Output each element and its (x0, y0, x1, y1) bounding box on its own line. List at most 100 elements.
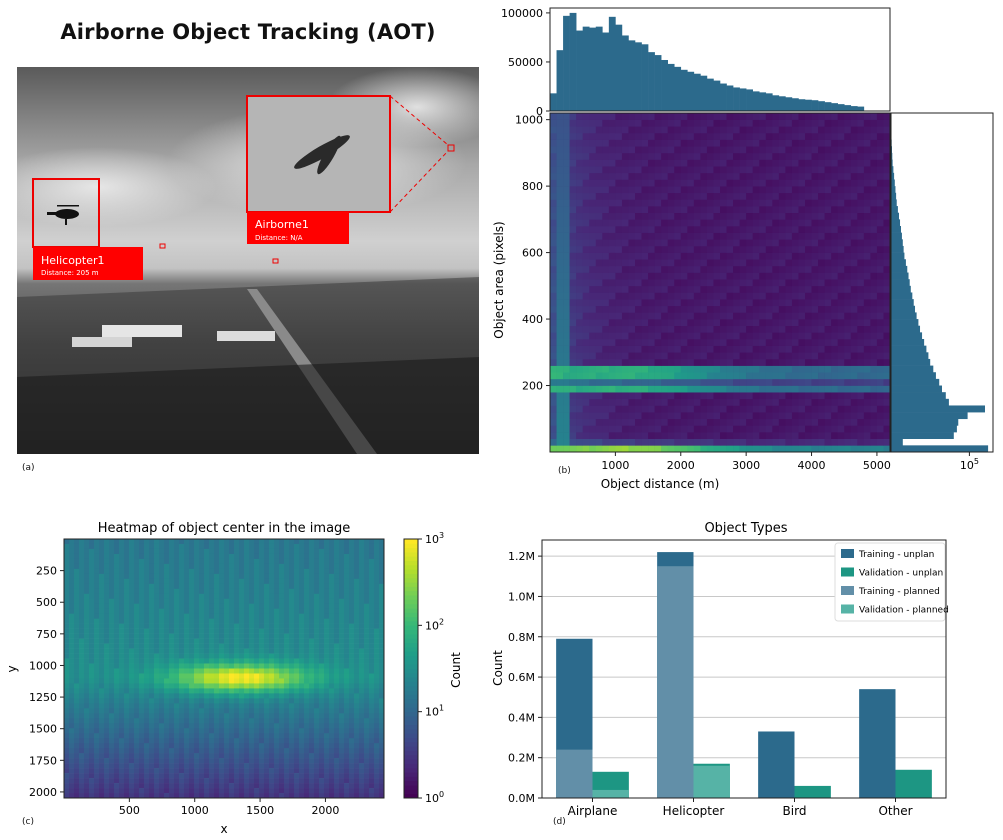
right-histogram-bar (891, 152, 893, 160)
heatmap-cell (746, 285, 753, 293)
heatmap-cell (259, 553, 265, 560)
heatmap-cell (602, 372, 610, 380)
heatmap-cell (798, 385, 806, 393)
heatmap-cell (837, 398, 845, 406)
heatmap-cell (687, 159, 695, 167)
heatmap-cell (576, 265, 583, 273)
heatmap-cell (269, 683, 275, 689)
heatmap-cell (648, 146, 655, 154)
heatmap-cell (674, 352, 682, 360)
heatmap-cell (89, 663, 95, 669)
heatmap-cell (199, 698, 205, 704)
heatmap-cell (169, 698, 175, 704)
heatmap-cell (667, 425, 675, 433)
heatmap-cell (648, 245, 655, 253)
heatmap-cell (759, 172, 767, 180)
heatmap-cell (654, 126, 662, 134)
heatmap-cell (104, 598, 110, 605)
heatmap-cell (648, 372, 655, 380)
heatmap-cell (778, 119, 786, 127)
heatmap-cell (589, 186, 597, 194)
heatmap-cell (319, 583, 325, 590)
heatmap-cell (720, 113, 727, 120)
heatmap-cell (608, 392, 616, 400)
heatmap-cell (791, 339, 799, 346)
heatmap-cell (720, 179, 727, 187)
heatmap-cell (759, 179, 767, 187)
heatmap-cell (279, 573, 285, 580)
heatmap-cell (563, 279, 570, 287)
heatmap-cell (576, 358, 583, 366)
heatmap-cell (189, 568, 195, 575)
heatmap-cell (189, 539, 195, 545)
heatmap-cell (733, 292, 740, 300)
heatmap-cell (259, 578, 265, 585)
heatmap-cell (628, 445, 636, 453)
heatmap-cell (184, 653, 190, 659)
heatmap-cell (876, 113, 884, 120)
heatmap-cell (344, 539, 350, 545)
heatmap-cell (693, 265, 701, 273)
heatmap-cell (870, 272, 878, 280)
heatmap-cell (324, 588, 330, 595)
heatmap-cell (104, 698, 110, 704)
heatmap-cell (785, 405, 793, 413)
heatmap-cell (569, 172, 577, 180)
heatmap-cell (582, 132, 590, 140)
heatmap-cell (569, 325, 577, 333)
heatmap-cell (726, 232, 734, 240)
heatmap-cell (654, 179, 662, 187)
heatmap-cell (876, 398, 884, 406)
heatmap-cell (739, 385, 747, 393)
heatmap-cell (79, 578, 85, 585)
heatmap-cell (134, 588, 140, 595)
heatmap-cell (144, 698, 150, 704)
heatmap-cell (249, 563, 255, 570)
heatmap-cell (339, 563, 345, 570)
heatmap-cell (595, 119, 603, 127)
heatmap-cell (713, 279, 721, 287)
heatmap-cell (354, 598, 360, 605)
heatmap-cell (641, 418, 649, 426)
heatmap-cell (628, 245, 636, 253)
heatmap-cell (304, 658, 310, 664)
heatmap-cell (720, 186, 727, 194)
heatmap-cell (700, 418, 708, 426)
heatmap-cell (329, 603, 335, 610)
heatmap-cell (159, 563, 165, 570)
heatmap-cell (334, 663, 340, 669)
heatmap-cell (89, 678, 95, 684)
heatmap-cell (746, 358, 753, 366)
heatmap-cell (114, 578, 120, 585)
heatmap-cell (144, 688, 150, 694)
heatmap-cell (279, 653, 285, 659)
heatmap-cell (229, 578, 235, 585)
heatmap-cell (844, 378, 852, 386)
heatmap-cell (314, 633, 320, 639)
heatmap-cell (746, 232, 753, 240)
heatmap-cell (319, 678, 325, 684)
heatmap-cell (284, 593, 290, 600)
heatmap-cell (615, 152, 623, 160)
heatmap-cell (309, 543, 315, 550)
top-histogram-bar (857, 106, 865, 111)
heatmap-cell (129, 539, 135, 545)
heatmap-cell (857, 365, 865, 373)
heatmap-cell (159, 693, 165, 699)
heatmap-cell (778, 219, 786, 227)
heatmap-cell (189, 558, 195, 565)
heatmap-cell (189, 653, 195, 659)
heatmap-cell (778, 245, 786, 253)
heatmap-cell (818, 199, 825, 207)
heatmap-cell (582, 199, 590, 207)
heatmap-cell (674, 206, 682, 214)
heatmap-cell (635, 385, 642, 393)
heatmap-cell (582, 272, 590, 280)
heatmap-cell (289, 623, 295, 629)
heatmap-cell (299, 573, 305, 580)
heatmap-cell (319, 578, 325, 585)
heatmap-cell (595, 412, 603, 420)
heatmap-cell (706, 132, 714, 140)
heatmap-cell (89, 688, 95, 694)
heatmap-cell (831, 358, 838, 366)
